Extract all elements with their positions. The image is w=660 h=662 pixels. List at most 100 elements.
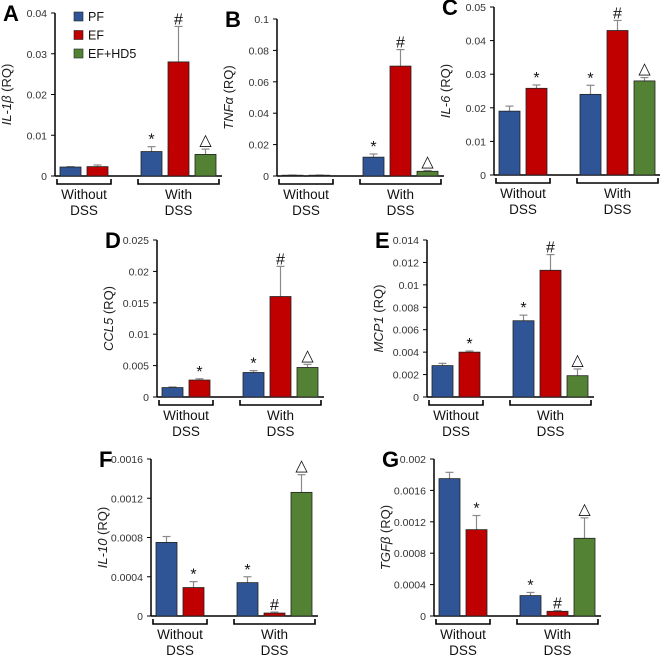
group-label: DSS xyxy=(442,424,470,439)
significance-marker: △ xyxy=(578,501,591,518)
y-tick-label: 0.0012 xyxy=(111,493,143,505)
significance-marker: # xyxy=(546,240,555,257)
y-axis-label: CCL5 (RQ) xyxy=(101,286,116,351)
bar-ef xyxy=(308,174,331,177)
y-tick-label: 0.06 xyxy=(249,77,270,89)
group-bracket xyxy=(576,178,659,184)
significance-marker: * xyxy=(527,577,533,594)
bar-pf xyxy=(438,478,461,617)
significance-marker: * xyxy=(370,139,376,156)
bar-pf xyxy=(512,320,535,398)
y-tick-label: 0.01 xyxy=(129,329,150,341)
significance-marker: # xyxy=(553,596,562,613)
y-tick-label: 0.004 xyxy=(393,347,419,359)
group-bracket xyxy=(509,400,592,406)
bar-ef xyxy=(546,610,569,617)
group-label: Without xyxy=(61,187,107,202)
y-tick-label: 0.002 xyxy=(400,454,426,466)
group-bracket xyxy=(428,400,484,406)
bar-ef-hd5 xyxy=(566,375,589,398)
group-bracket xyxy=(233,619,316,625)
group-label: DSS xyxy=(70,203,98,218)
significance-marker: * xyxy=(466,336,472,353)
group-label: Without xyxy=(157,627,203,642)
y-tick-label: 0.002 xyxy=(393,370,419,382)
significance-marker: △ xyxy=(199,132,212,149)
y-tick-label: 0.01 xyxy=(466,136,487,148)
bar-pf xyxy=(242,372,265,398)
y-axis-label-unit: (RQ) xyxy=(371,285,386,317)
panel-letter: F xyxy=(99,447,112,472)
legend-swatch xyxy=(73,48,84,59)
significance-marker: * xyxy=(520,300,526,317)
bar-ef xyxy=(263,612,286,617)
group-label: With xyxy=(604,186,631,201)
y-tick-label: 0.03 xyxy=(466,69,487,81)
group-label: DSS xyxy=(261,643,289,658)
y-tick-label: 0.02 xyxy=(249,140,270,152)
group-label: With xyxy=(165,187,192,202)
bar-ef xyxy=(188,379,211,398)
bar-pf xyxy=(431,365,454,398)
group-bracket xyxy=(239,400,322,406)
y-axis-label-gene: IL-10 xyxy=(95,538,110,568)
panel-d: D 0 0.005 0.01 0.015 0.02 0.025 CCL5 (RQ) * Witho… xyxy=(101,228,324,439)
bar-pf xyxy=(498,110,521,176)
y-tick-label: 0.014 xyxy=(393,235,419,247)
bar-ef xyxy=(458,351,481,398)
y-tick-label: 0.008 xyxy=(393,302,419,314)
group-label: DSS xyxy=(449,643,477,658)
significance-marker: * xyxy=(250,356,256,373)
bar-pf xyxy=(140,151,163,177)
group-label: Without xyxy=(440,627,486,642)
y-axis-label-gene: IL-1β xyxy=(0,95,14,125)
y-axis-label-gene: TGFβ xyxy=(378,536,393,570)
y-tick-label: 0.0012 xyxy=(394,517,426,529)
panel-letter: B xyxy=(225,7,241,32)
y-tick-label: 0 xyxy=(41,171,47,183)
panel-letter: D xyxy=(105,228,121,253)
bar-pf xyxy=(362,156,385,177)
y-tick-label: 0.02 xyxy=(466,103,487,115)
group-bracket xyxy=(56,179,112,185)
y-tick-label: 0.01 xyxy=(399,280,420,292)
bar-pf xyxy=(281,174,304,177)
group-label: DSS xyxy=(172,424,200,439)
bar-pf xyxy=(236,582,259,617)
group-bracket xyxy=(152,619,208,625)
y-axis-label: IL-6 (RQ) xyxy=(438,64,453,118)
significance-marker: * xyxy=(473,501,479,518)
group-label: With xyxy=(267,408,294,423)
y-tick-label: 0.0016 xyxy=(111,454,143,466)
y-tick-label: 0.025 xyxy=(123,235,149,247)
group-label: With xyxy=(261,627,288,642)
y-axis-label: IL-1β (RQ) xyxy=(0,64,14,126)
y-tick-label: 0.04 xyxy=(249,108,270,120)
y-tick-label: 0 xyxy=(263,171,269,183)
y-axis-label: MCP1 (RQ) xyxy=(371,285,386,353)
significance-marker: * xyxy=(190,567,196,584)
bar-pf xyxy=(579,93,602,176)
legend-swatch xyxy=(73,30,84,40)
bar-ef-hd5 xyxy=(573,537,596,617)
y-axis-label-unit: (RQ) xyxy=(95,507,110,539)
y-axis-label-gene: CCL5 xyxy=(101,317,116,351)
bar-ef xyxy=(182,587,205,617)
bar-ef-hd5 xyxy=(290,491,313,617)
y-tick-label: 0.0004 xyxy=(111,572,143,584)
bar-pf xyxy=(59,166,82,177)
y-tick-label: 0.02 xyxy=(129,266,150,278)
y-tick-label: 0 xyxy=(137,611,143,623)
y-tick-label: 0.08 xyxy=(249,45,270,57)
bar-ef-hd5 xyxy=(633,80,656,176)
y-tick-label: 0.006 xyxy=(393,325,419,337)
legend-label: EF xyxy=(88,29,104,43)
y-axis-label: TGFβ (RQ) xyxy=(378,505,393,570)
y-axis-label-unit: (RQ) xyxy=(101,286,116,318)
y-tick-label: 0 xyxy=(480,170,486,182)
panel-g: G 0 0.0004 0.0008 0.0012 0.0016 0.002 TGFβ (RQ)… xyxy=(378,447,601,658)
group-label: DSS xyxy=(292,203,320,218)
